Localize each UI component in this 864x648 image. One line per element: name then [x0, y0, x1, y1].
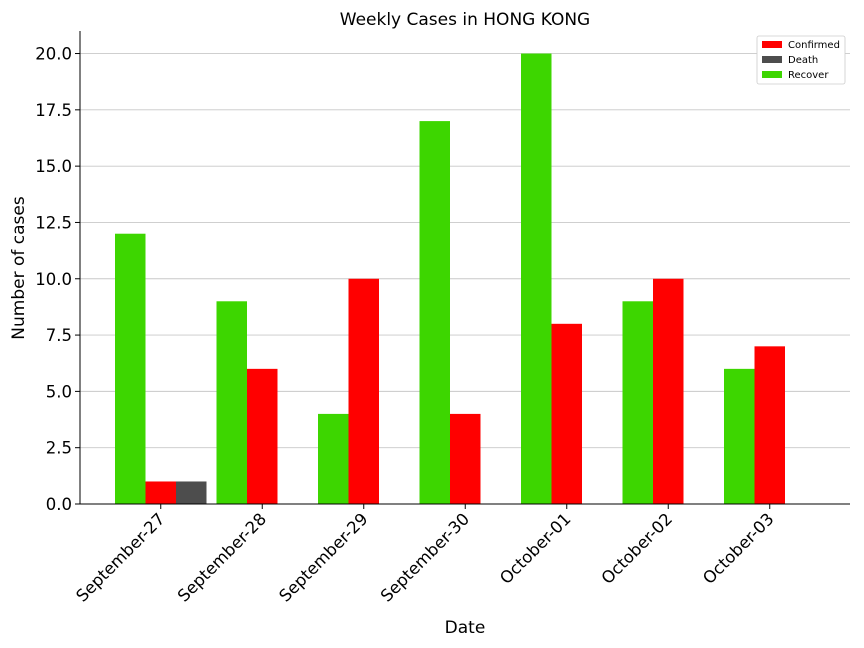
legend-label-recover: Recover [788, 70, 829, 81]
legend: Confirmed Death Recover [756, 35, 846, 85]
y-tick-label: 5.0 [46, 382, 72, 401]
y-tick-label: 12.5 [35, 213, 72, 232]
bars [115, 53, 785, 505]
y-tick-label: 10.0 [35, 270, 72, 289]
legend-label-death: Death [788, 55, 818, 66]
x-tick-label: October-03 [699, 509, 777, 587]
bar-recover [521, 53, 552, 505]
bar-recover [318, 413, 349, 504]
legend-swatch-confirmed [762, 41, 782, 48]
y-axis-label: Number of cases [9, 196, 29, 340]
bar-confirmed [551, 323, 582, 504]
y-tick-label: 15.0 [35, 157, 72, 176]
x-tick-label: September-30 [377, 509, 473, 605]
bar-recover [115, 233, 146, 504]
bar-confirmed [348, 278, 379, 504]
x-ticks: September-27 September-28 September-29 Sept… [72, 504, 778, 606]
y-tick-label: 17.5 [35, 101, 72, 120]
legend-swatch-recover [762, 71, 782, 78]
x-tick-label: October-02 [598, 509, 676, 587]
x-axis-label: Date [445, 618, 486, 638]
y-tick-label: 7.5 [46, 326, 72, 345]
x-tick-label: September-27 [72, 509, 168, 605]
x-tick-label: September-28 [174, 509, 270, 605]
bar-confirmed [145, 481, 176, 504]
bar-confirmed [247, 368, 278, 504]
bar-recover [622, 301, 653, 504]
bar-confirmed [450, 413, 481, 504]
bar-confirmed [653, 278, 684, 504]
x-tick-label: September-29 [275, 509, 371, 605]
y-tick-label: 0.0 [46, 495, 72, 514]
y-ticks: 0.0 2.5 5.0 7.5 10.0 12.5 15.0 17.5 20.0 [35, 45, 80, 514]
x-tick-label: October-01 [496, 509, 574, 587]
bar-recover [216, 301, 247, 504]
bar-recover [419, 121, 450, 504]
gridlines [80, 53, 850, 505]
legend-swatch-death [762, 56, 782, 63]
legend-label-confirmed: Confirmed [788, 40, 840, 51]
y-tick-label: 2.5 [46, 439, 72, 458]
bar-recover [724, 368, 755, 504]
bar-confirmed [754, 346, 785, 504]
chart-title: Weekly Cases in HONG KONG [340, 10, 590, 30]
bar-death [176, 481, 207, 504]
y-tick-label: 20.0 [35, 45, 72, 64]
